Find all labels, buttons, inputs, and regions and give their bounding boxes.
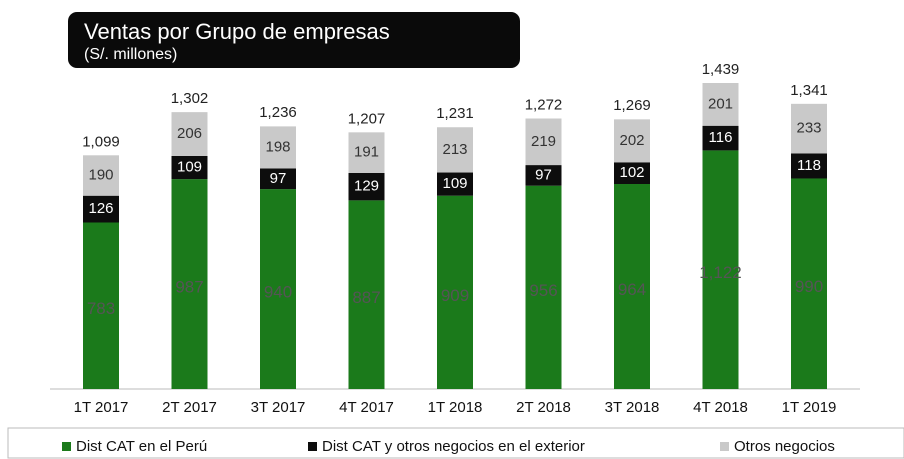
data-label: 987 bbox=[175, 278, 203, 297]
bar-segment bbox=[437, 172, 473, 196]
x-tick-label: 4T 2017 bbox=[339, 399, 394, 416]
bar-segment bbox=[260, 126, 296, 169]
bar-segment bbox=[83, 155, 119, 196]
bar-segment bbox=[791, 153, 827, 179]
data-label: 191 bbox=[354, 144, 379, 161]
total-label: 1,341 bbox=[790, 82, 828, 99]
title-box bbox=[68, 12, 520, 68]
x-tick-label: 3T 2017 bbox=[251, 399, 306, 416]
data-label: 201 bbox=[708, 95, 733, 112]
data-label: 233 bbox=[796, 120, 821, 137]
data-label: 118 bbox=[797, 157, 821, 174]
data-label: 97 bbox=[535, 166, 552, 183]
bar-segment bbox=[171, 179, 208, 389]
data-label: 956 bbox=[529, 281, 557, 300]
bar-segment bbox=[437, 127, 473, 173]
total-label: 1,269 bbox=[613, 97, 651, 114]
x-tick-label: 1T 2019 bbox=[782, 399, 837, 416]
x-tick-label: 4T 2018 bbox=[693, 399, 748, 416]
bar-segment bbox=[348, 172, 385, 201]
data-label: 940 bbox=[264, 283, 292, 302]
total-label: 1,236 bbox=[259, 104, 297, 121]
data-label: 213 bbox=[442, 141, 467, 158]
data-label: 990 bbox=[795, 277, 823, 296]
legend-swatch bbox=[720, 442, 729, 451]
total-label: 1,272 bbox=[525, 96, 563, 113]
total-label: 1,302 bbox=[171, 90, 209, 107]
data-label: 190 bbox=[88, 166, 113, 183]
x-tick-label: 2T 2017 bbox=[162, 399, 217, 416]
bar-segment bbox=[260, 168, 296, 190]
data-label: 97 bbox=[270, 170, 287, 187]
bar-segment bbox=[525, 118, 562, 166]
data-label: 116 bbox=[709, 129, 733, 146]
total-label: 1,099 bbox=[82, 133, 120, 150]
data-label: 109 bbox=[442, 175, 467, 192]
bar-segment bbox=[614, 119, 650, 163]
data-label: 126 bbox=[88, 200, 113, 217]
bar-segment bbox=[83, 195, 119, 223]
bar-segment bbox=[171, 155, 208, 180]
x-tick-label: 1T 2018 bbox=[428, 399, 483, 416]
x-tick-label: 1T 2017 bbox=[74, 399, 129, 416]
legend-label: Dist CAT en el Perú bbox=[76, 438, 207, 455]
data-label: 909 bbox=[441, 286, 469, 305]
bar-segment bbox=[702, 83, 739, 126]
bar-segment bbox=[437, 195, 473, 389]
bar-segment bbox=[702, 150, 739, 389]
bar-segment bbox=[525, 185, 562, 389]
data-label: 219 bbox=[531, 133, 556, 150]
x-tick-label: 3T 2018 bbox=[605, 399, 660, 416]
x-tick-label: 2T 2018 bbox=[516, 399, 571, 416]
data-label: 1,122 bbox=[699, 263, 742, 282]
legend-swatch bbox=[62, 442, 71, 451]
data-label: 202 bbox=[619, 132, 644, 149]
bar-segment bbox=[614, 162, 650, 185]
data-label: 206 bbox=[177, 125, 202, 142]
bar-segment bbox=[260, 189, 296, 389]
bar-segment bbox=[83, 222, 119, 389]
chart-title: Ventas por Grupo de empresas bbox=[84, 19, 390, 44]
data-label: 887 bbox=[352, 288, 380, 307]
data-label: 102 bbox=[619, 164, 644, 181]
legend-swatch bbox=[308, 442, 317, 451]
bar-segment bbox=[791, 178, 827, 389]
data-label: 129 bbox=[354, 178, 379, 195]
data-label: 109 bbox=[177, 158, 202, 175]
data-label: 198 bbox=[265, 138, 290, 155]
chart-subtitle: (S/. millones) bbox=[84, 46, 177, 63]
legend-label: Dist CAT y otros negocios en el exterior bbox=[322, 438, 585, 455]
total-label: 1,439 bbox=[702, 61, 740, 78]
bar-segment bbox=[525, 165, 562, 186]
legend-box bbox=[7, 427, 904, 459]
bar-segment bbox=[171, 112, 208, 156]
bar-segment bbox=[791, 103, 827, 154]
bar-segment bbox=[614, 184, 650, 389]
bar-segment bbox=[348, 200, 385, 389]
legend-label: Otros negocios bbox=[734, 438, 835, 455]
bar-segment bbox=[348, 132, 385, 173]
total-label: 1,207 bbox=[348, 110, 386, 127]
bar-segment bbox=[702, 125, 739, 151]
data-label: 783 bbox=[87, 299, 115, 318]
data-label: 964 bbox=[618, 280, 646, 299]
total-label: 1,231 bbox=[436, 105, 474, 122]
